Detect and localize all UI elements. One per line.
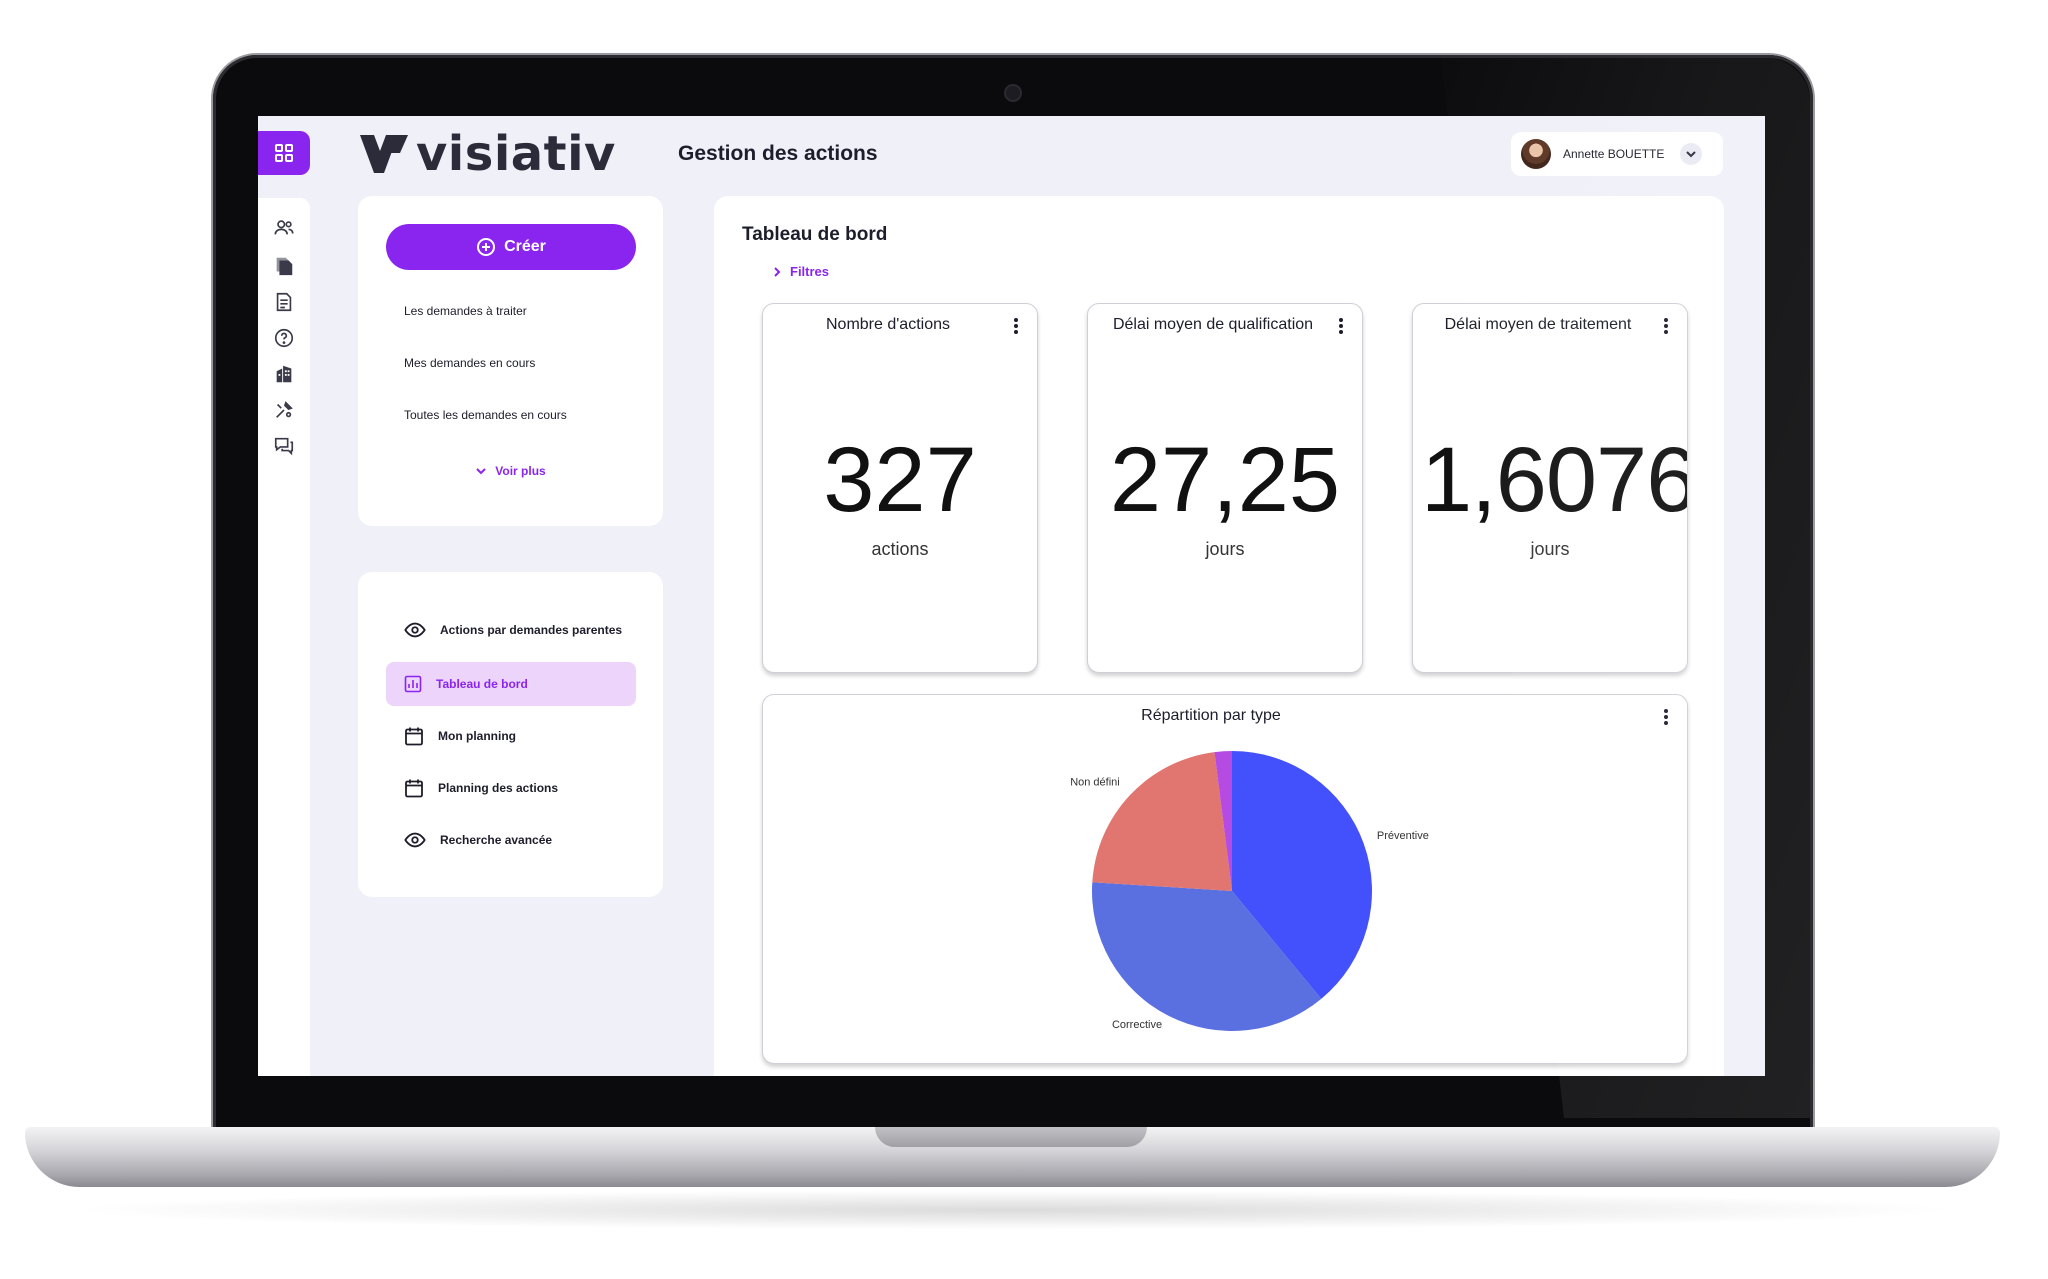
- app-screen: visiativ Gestion des actions Annette BOU…: [258, 116, 1765, 1076]
- kpi-card-delai-qualification: Délai moyen de qualification 27,25 jours: [1087, 303, 1363, 673]
- pie-title: Répartition par type: [1141, 707, 1281, 724]
- pie-slice-non-défini[interactable]: [1092, 752, 1232, 891]
- help-icon[interactable]: [272, 326, 296, 350]
- visiativ-logo[interactable]: visiativ: [358, 130, 616, 178]
- laptop-notch: [875, 1127, 1147, 1147]
- tools-icon[interactable]: [272, 398, 296, 422]
- pie-label: Corrective: [1112, 1019, 1162, 1031]
- plus-circle-icon: [477, 238, 496, 256]
- kpi-title: Nombre d'actions: [826, 316, 950, 333]
- nav-label: Actions par demandes parentes: [440, 623, 623, 637]
- kpi-unit: jours: [1205, 539, 1245, 559]
- kpi-value: 1,6076: [1421, 429, 1688, 531]
- left-rail: [258, 198, 310, 1076]
- pie-label: Non défini: [1070, 777, 1120, 789]
- page-title: Gestion des actions: [678, 142, 878, 165]
- kpi-title: Délai moyen de traitement: [1444, 316, 1632, 333]
- kebab-menu-icon[interactable]: [1336, 316, 1346, 336]
- documents-icon[interactable]: [272, 254, 296, 278]
- nav-planning-des-actions[interactable]: Planning des actions: [386, 766, 636, 810]
- nav-label: Mon planning: [438, 729, 516, 743]
- filters-toggle[interactable]: Filtres: [772, 264, 829, 279]
- logo-text: visiativ: [416, 126, 616, 182]
- building-icon[interactable]: [272, 362, 296, 386]
- webcam: [1006, 86, 1020, 100]
- link-mes-demandes[interactable]: Mes demandes en cours: [404, 356, 536, 370]
- dashboard-title: Tableau de bord: [742, 224, 888, 245]
- pie-chart: Préventive Corrective Non défini: [1070, 751, 1429, 1031]
- requests-panel: Créer Les demandes à traiter Mes demande…: [358, 196, 663, 526]
- chevron-down-icon: [476, 468, 486, 475]
- apps-grid-icon: [275, 144, 293, 162]
- dashboard-card: Tableau de bord Filtres Nombre d'actions…: [714, 196, 1724, 1076]
- pie-slice-other[interactable]: [1214, 751, 1232, 891]
- file-text-icon[interactable]: [272, 290, 296, 314]
- pie-label: Préventive: [1377, 830, 1429, 842]
- nav-recherche-avancee[interactable]: Recherche avancée: [386, 818, 636, 862]
- navigation-panel: Actions par demandes parentes Tableau de…: [358, 572, 663, 897]
- create-label: Créer: [504, 238, 546, 255]
- create-button[interactable]: Créer: [386, 224, 636, 270]
- visiativ-mark-icon: [360, 135, 408, 173]
- calendar-icon: [405, 779, 423, 798]
- user-menu[interactable]: Annette BOUETTE: [1511, 132, 1723, 176]
- users-icon[interactable]: [272, 216, 296, 240]
- kpi-card-delai-traitement: Délai moyen de traitement 1,6076 jours: [1412, 303, 1688, 673]
- voir-plus-button[interactable]: Voir plus: [358, 464, 663, 478]
- chevron-right-icon: [774, 266, 781, 277]
- pie-slice-corrective[interactable]: [1092, 882, 1322, 1031]
- link-toutes-demandes[interactable]: Toutes les demandes en cours: [404, 408, 567, 422]
- laptop-shadow: [60, 1190, 1965, 1230]
- user-dropdown-button[interactable]: [1680, 143, 1703, 165]
- chat-icon[interactable]: [272, 434, 296, 458]
- kpi-value: 27,25: [1109, 429, 1341, 531]
- kpi-unit: actions: [871, 539, 929, 559]
- voir-plus-label: Voir plus: [495, 464, 546, 478]
- kpi-card-nombre-actions: Nombre d'actions 327 actions: [762, 303, 1038, 673]
- kpi-unit: jours: [1530, 539, 1570, 559]
- kpi-value: 327: [823, 429, 977, 531]
- nav-label: Planning des actions: [438, 781, 559, 795]
- nav-actions-par-demandes[interactable]: Actions par demandes parentes: [386, 608, 636, 652]
- nav-label: Recherche avancée: [440, 833, 553, 847]
- kebab-menu-icon[interactable]: [1011, 316, 1021, 336]
- nav-mon-planning[interactable]: Mon planning: [386, 714, 636, 758]
- kebab-menu-icon[interactable]: [1661, 707, 1671, 727]
- dashboard-icon: [404, 675, 422, 693]
- pie-slice-préventive[interactable]: [1232, 751, 1372, 999]
- eye-icon: [404, 832, 426, 848]
- avatar: [1521, 139, 1551, 169]
- pie-chart-card: Répartition par type Préventive Correctiv…: [762, 694, 1688, 1064]
- kebab-menu-icon[interactable]: [1661, 316, 1671, 336]
- kpi-title: Délai moyen de qualification: [1112, 316, 1314, 333]
- nav-tableau-de-bord[interactable]: Tableau de bord: [386, 662, 636, 706]
- nav-label: Tableau de bord: [436, 677, 528, 691]
- user-name: Annette BOUETTE: [1563, 147, 1665, 161]
- filters-label: Filtres: [790, 264, 830, 279]
- eye-icon: [404, 622, 426, 638]
- link-demandes-a-traiter[interactable]: Les demandes à traiter: [404, 304, 527, 318]
- chevron-down-icon: [1686, 151, 1697, 158]
- calendar-icon: [405, 727, 423, 746]
- apps-grid-button[interactable]: [258, 131, 310, 175]
